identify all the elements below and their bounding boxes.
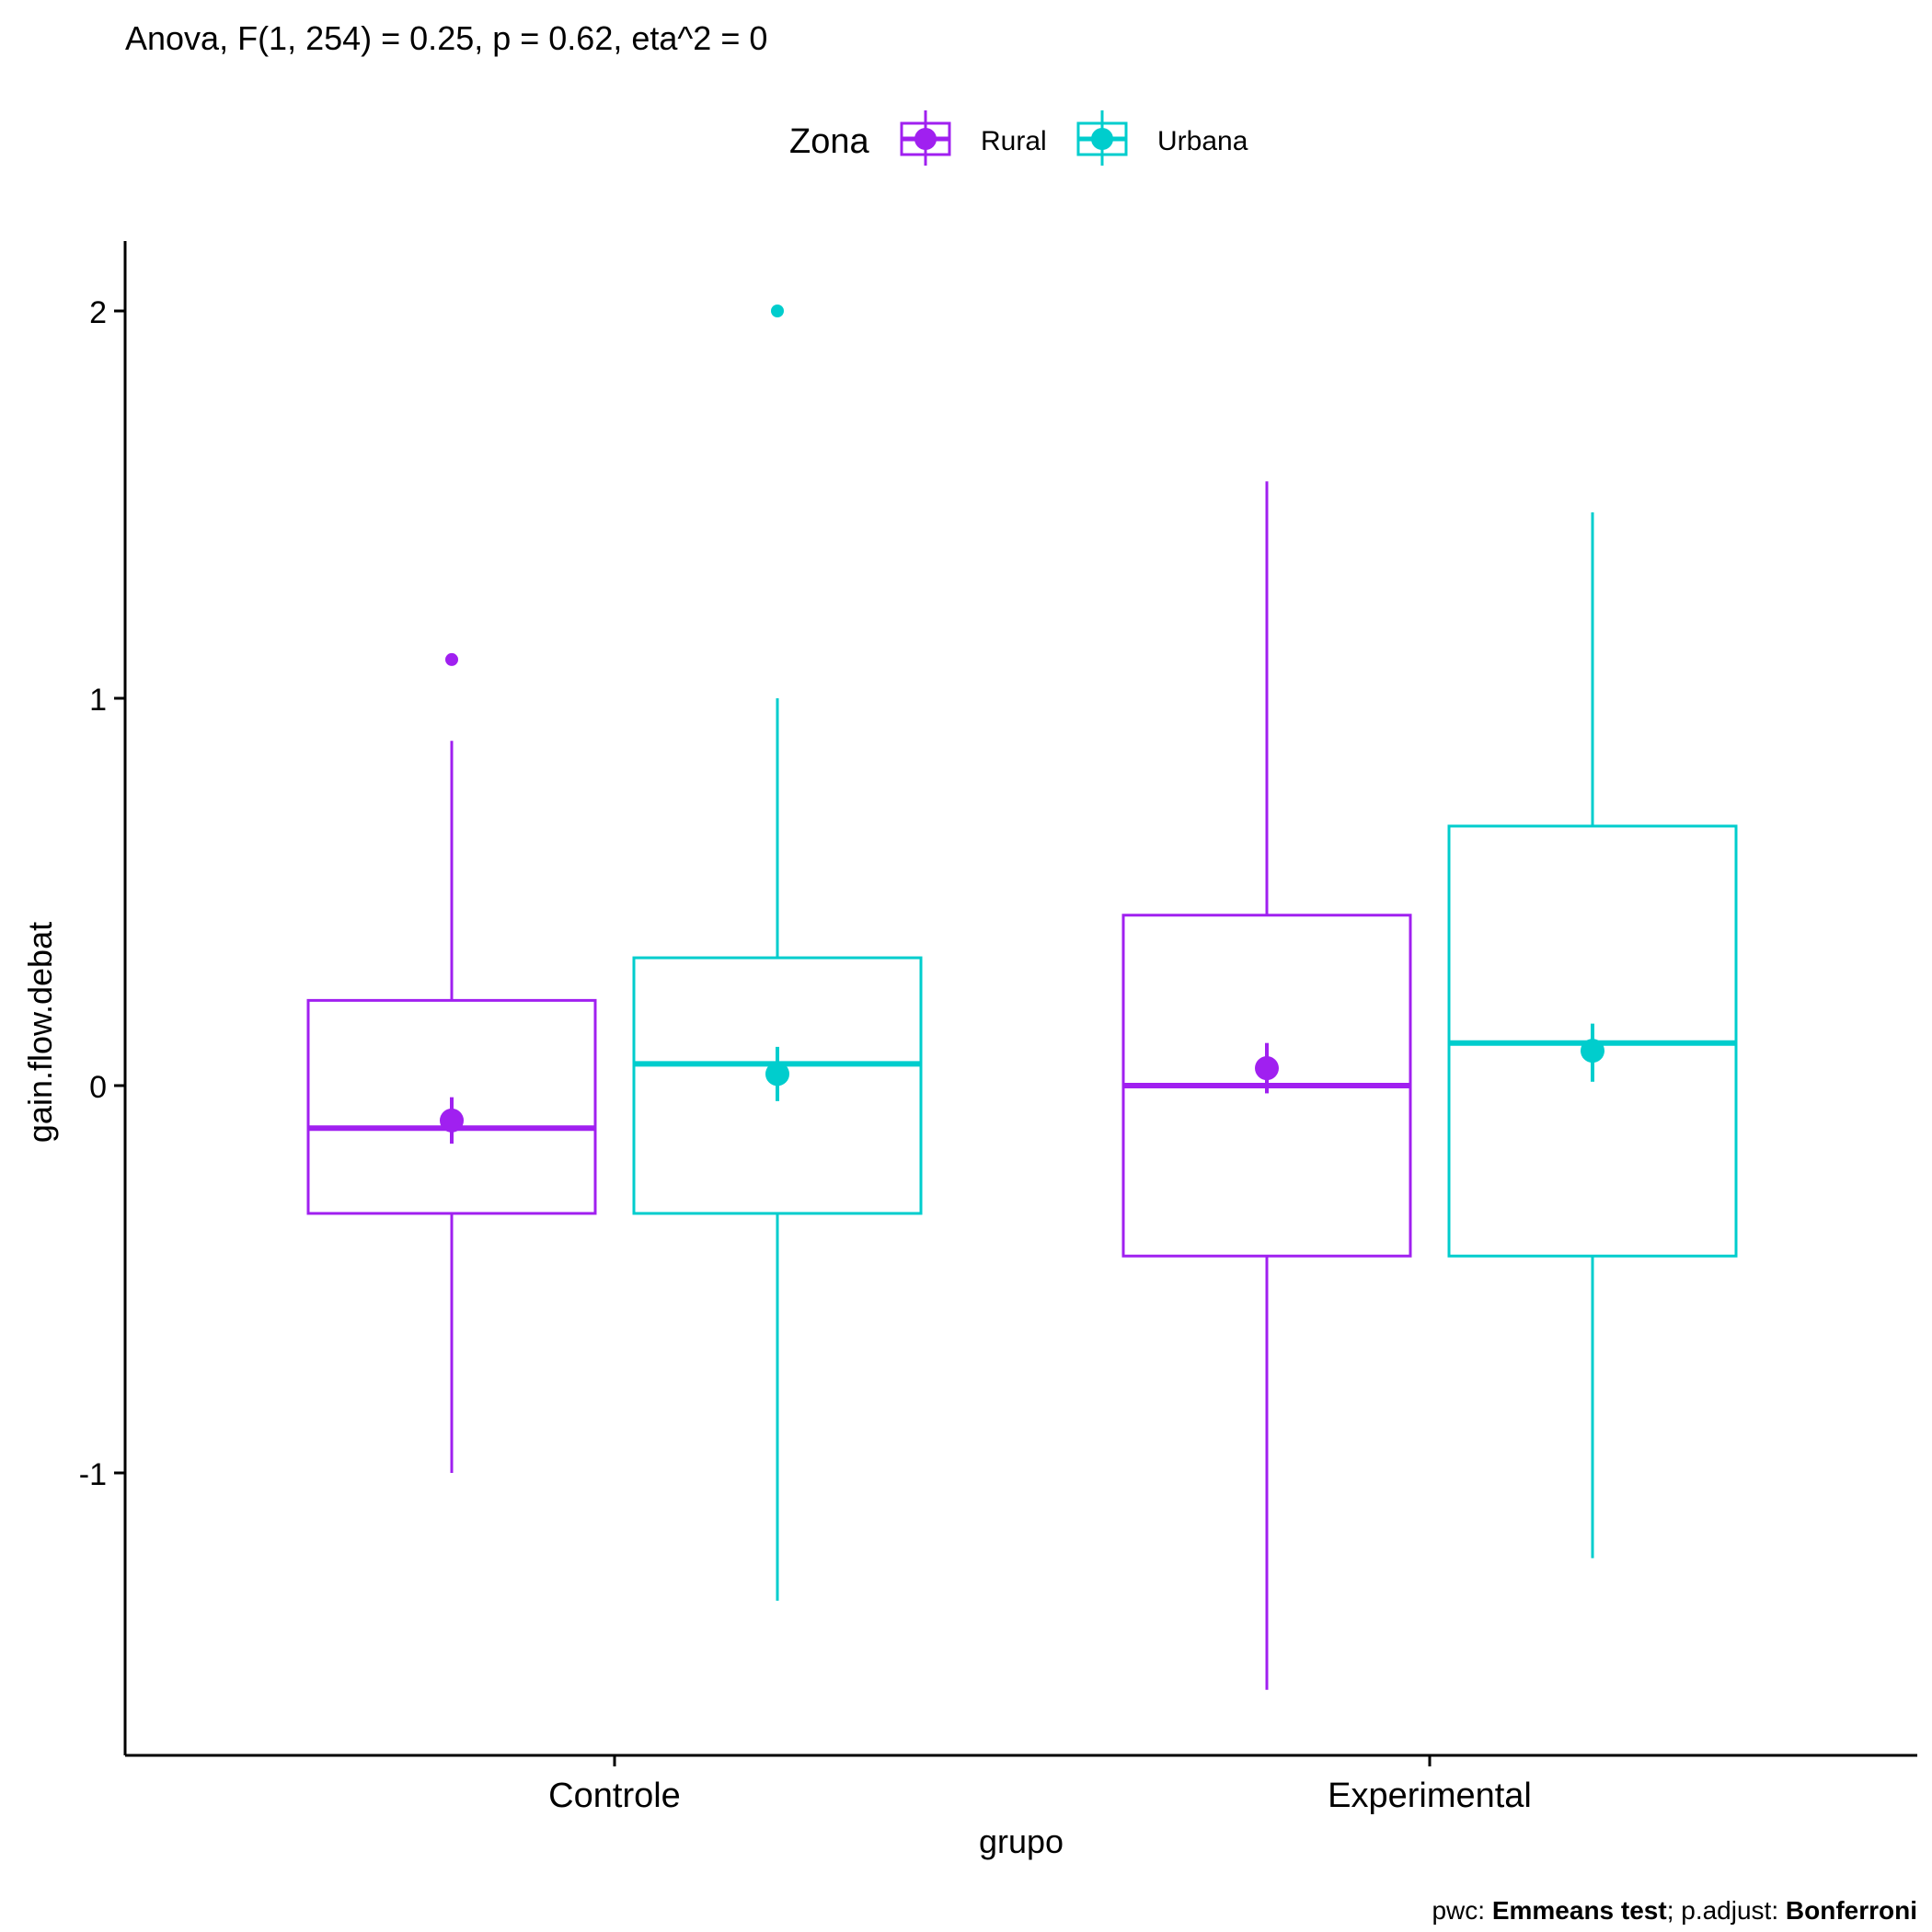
legend-label: Rural bbox=[981, 126, 1047, 156]
legend-item-urbana: Urbana bbox=[1076, 110, 1248, 166]
mean-point bbox=[1255, 1056, 1279, 1081]
x-axis: Controle Experimental bbox=[125, 1754, 1917, 1815]
legend-keys: Rural Urbana bbox=[900, 110, 1248, 166]
chart-title: Anova, F(1, 254) = 0.25, p = 0.62, eta^2… bbox=[125, 19, 767, 57]
caption-prefix-2: ; p.adjust: bbox=[1667, 1896, 1786, 1925]
legend-item-rural: Rural bbox=[900, 110, 1047, 166]
legend-key-point bbox=[914, 128, 937, 150]
box-urbana-experimental bbox=[1447, 512, 1738, 1558]
plot-marks bbox=[306, 305, 1738, 1690]
y-tick-label: 1 bbox=[89, 683, 107, 718]
box-rural-controle bbox=[306, 652, 597, 1473]
y-tick-label: 0 bbox=[89, 1070, 107, 1105]
mean-point bbox=[1581, 1039, 1604, 1064]
box-rural-experimental bbox=[1121, 481, 1412, 1690]
legend: Zona Rural Urbana bbox=[789, 110, 1248, 166]
box-iqr bbox=[306, 998, 597, 1215]
legend-key-point bbox=[1091, 128, 1113, 150]
y-axis: -1 0 1 2 bbox=[79, 241, 127, 1755]
caption-prefix-1: pwc: bbox=[1432, 1896, 1491, 1925]
box-urbana-controle bbox=[632, 305, 923, 1601]
outlier-point bbox=[445, 652, 458, 666]
y-axis-label: gain.flow.debat bbox=[21, 922, 59, 1143]
outlier-point bbox=[771, 305, 784, 317]
caption-adjust: Bonferroni bbox=[1786, 1896, 1917, 1925]
mean-point bbox=[440, 1108, 464, 1133]
legend-title: Zona bbox=[789, 122, 869, 161]
caption: pwc: Emmeans test; p.adjust: Bonferroni bbox=[1432, 1896, 1917, 1925]
y-tick-label: -1 bbox=[79, 1457, 107, 1492]
x-axis-label: grupo bbox=[979, 1823, 1064, 1860]
mean-point bbox=[765, 1062, 789, 1087]
legend-label: Urbana bbox=[1157, 126, 1248, 156]
x-tick-label: Experimental bbox=[1328, 1777, 1532, 1815]
x-tick-label: Controle bbox=[548, 1777, 681, 1815]
box-iqr bbox=[632, 956, 923, 1215]
caption-method: Emmeans test bbox=[1492, 1896, 1667, 1925]
y-tick-label: 2 bbox=[89, 295, 107, 330]
